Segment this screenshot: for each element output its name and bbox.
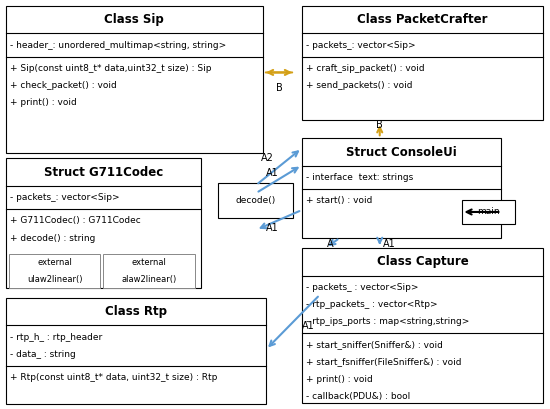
Text: - rtp_ips_ports : map<string,string>: - rtp_ips_ports : map<string,string> <box>306 317 470 326</box>
Bar <box>9 254 100 288</box>
Text: A1: A1 <box>383 239 396 249</box>
Text: + start() : void: + start() : void <box>306 196 373 205</box>
Text: + start_sniffer(Sniffer&) : void: + start_sniffer(Sniffer&) : void <box>306 340 443 349</box>
Text: A: A <box>327 239 333 249</box>
Text: - rtp_packets_ : vector<Rtp>: - rtp_packets_ : vector<Rtp> <box>306 300 438 309</box>
Text: + send_packets() : void: + send_packets() : void <box>306 81 413 90</box>
Text: Class Capture: Class Capture <box>377 255 469 268</box>
Text: ulaw2linear(): ulaw2linear() <box>27 275 82 284</box>
Text: + Rtp(const uint8_t* data, uint32_t size) : Rtp: + Rtp(const uint8_t* data, uint32_t size… <box>10 373 217 382</box>
Bar <box>218 183 293 218</box>
Text: + Sip(const uint8_t* data,uint32_t size) : Sip: + Sip(const uint8_t* data,uint32_t size)… <box>10 64 212 73</box>
Text: B: B <box>276 83 282 93</box>
Text: Class Rtp: Class Rtp <box>105 305 167 318</box>
Text: + craft_sip_packet() : void: + craft_sip_packet() : void <box>306 64 425 73</box>
Text: Class Sip: Class Sip <box>104 13 164 26</box>
Text: external: external <box>131 258 167 267</box>
Text: Struct ConsoleUi: Struct ConsoleUi <box>346 146 457 159</box>
Text: - callback(PDU&) : bool: - callback(PDU&) : bool <box>306 392 410 401</box>
Text: + print() : void: + print() : void <box>10 98 77 107</box>
Text: + decode() : string: + decode() : string <box>10 234 96 243</box>
Bar <box>6 298 266 405</box>
Bar <box>302 248 543 403</box>
Text: - packets_: vector<Sip>: - packets_: vector<Sip> <box>10 193 120 202</box>
Text: Class PacketCrafter: Class PacketCrafter <box>358 13 488 26</box>
Text: main: main <box>477 207 500 216</box>
Text: A1: A1 <box>301 321 314 330</box>
Text: Struct G711Codec: Struct G711Codec <box>44 166 163 178</box>
Text: A1: A1 <box>266 168 278 178</box>
Text: - packets_: vector<Sip>: - packets_: vector<Sip> <box>306 41 416 50</box>
Text: A2: A2 <box>261 153 273 163</box>
Text: + G711Codec() : G711Codec: + G711Codec() : G711Codec <box>10 216 141 225</box>
Text: A1: A1 <box>266 223 278 233</box>
Bar <box>302 138 502 238</box>
Text: - rtp_h_ : rtp_header: - rtp_h_ : rtp_header <box>10 333 102 342</box>
Bar <box>103 254 195 288</box>
Text: - data_ : string: - data_ : string <box>10 350 76 359</box>
Bar <box>461 200 515 224</box>
Text: external: external <box>37 258 72 267</box>
Bar <box>6 158 201 288</box>
Text: decode(): decode() <box>235 196 276 205</box>
Bar <box>302 6 543 120</box>
Text: - interface  text: strings: - interface text: strings <box>306 173 414 182</box>
Text: + start_fsniffer(FileSniffer&) : void: + start_fsniffer(FileSniffer&) : void <box>306 357 462 366</box>
Bar <box>6 6 263 153</box>
Text: - header_: unordered_multimap<string, string>: - header_: unordered_multimap<string, st… <box>10 41 226 50</box>
Text: + print() : void: + print() : void <box>306 375 373 384</box>
Text: - packets_ : vector<Sip>: - packets_ : vector<Sip> <box>306 283 419 292</box>
Text: alaw2linear(): alaw2linear() <box>122 275 177 284</box>
Text: B: B <box>376 120 383 130</box>
Text: + check_packet() : void: + check_packet() : void <box>10 81 117 90</box>
